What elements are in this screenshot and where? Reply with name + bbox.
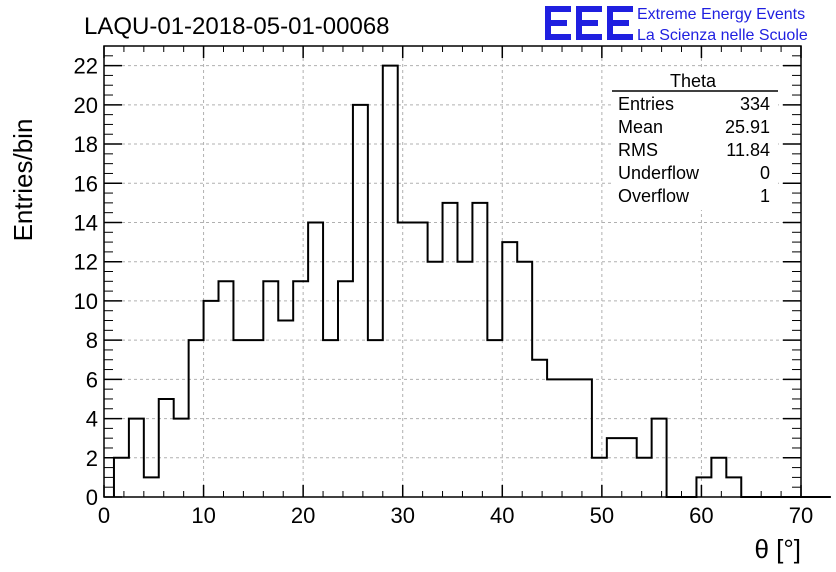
x-axis-label: θ [°]: [754, 534, 801, 564]
stats-box: Theta Entries 334 Mean 25.91 RMS 11.84 Underfl…: [612, 70, 778, 210]
logo-letter-e-mid: [545, 20, 567, 26]
stats-row-value: 334: [740, 94, 770, 114]
chart-title: LAQU-01-2018-05-01-00068: [84, 13, 390, 40]
y-tick-label: 16: [74, 171, 98, 196]
x-tick-label: 10: [191, 503, 215, 528]
logo-letter-e-top: [545, 6, 571, 12]
logo-line-1: Extreme Energy Events: [637, 6, 805, 23]
x-tick-label: 70: [789, 503, 813, 528]
stats-row-label: Entries: [618, 94, 674, 114]
x-tick-label: 20: [291, 503, 315, 528]
y-tick-label: 12: [74, 250, 98, 275]
x-tick-label: 40: [490, 503, 514, 528]
y-tick-label: 0: [86, 485, 98, 510]
stats-row-value: 11.84: [726, 140, 770, 160]
logo-line-2: La Scienza nelle Scuole: [637, 27, 808, 44]
grid-lines: [104, 46, 801, 497]
stats-row-label: Mean: [618, 117, 663, 137]
y-tick-label: 14: [74, 210, 98, 235]
stats-row-value: 1: [760, 186, 770, 206]
stats-row-label: Underflow: [618, 163, 700, 183]
x-tick-label: 60: [689, 503, 713, 528]
logo-letter-e-bottom: [576, 34, 602, 40]
logo-letter-e-top: [607, 6, 633, 12]
x-tick-label: 50: [590, 503, 614, 528]
y-tick-label: 10: [74, 289, 98, 314]
x-tick-label: 0: [98, 503, 110, 528]
logo-letter-e-mid: [607, 20, 629, 26]
y-tick-label: 4: [86, 407, 98, 432]
y-tick-label: 18: [74, 132, 98, 157]
eee-logo-mark: [545, 6, 633, 40]
y-tick-label: 8: [86, 328, 98, 353]
y-tick-label: 2: [86, 446, 98, 471]
logo-letter-e-bottom: [607, 34, 633, 40]
stats-row-value: 25.91: [725, 117, 770, 137]
eee-logo: Extreme Energy Events La Scienza nelle S…: [545, 6, 808, 44]
y-tick-label: 20: [74, 93, 98, 118]
y-tick-label: 6: [86, 367, 98, 392]
stats-row-label: RMS: [618, 140, 658, 160]
logo-letter-e-top: [576, 6, 602, 12]
x-tick-label: 30: [390, 503, 414, 528]
y-tick-label: 22: [74, 54, 98, 79]
logo-letter-e-bottom: [545, 34, 571, 40]
y-axis-label: Entries/bin: [8, 119, 38, 242]
stats-row-value: 0: [760, 163, 770, 183]
stats-row-label: Overflow: [618, 186, 690, 206]
logo-letter-e-mid: [576, 20, 598, 26]
stats-title: Theta: [670, 71, 717, 91]
